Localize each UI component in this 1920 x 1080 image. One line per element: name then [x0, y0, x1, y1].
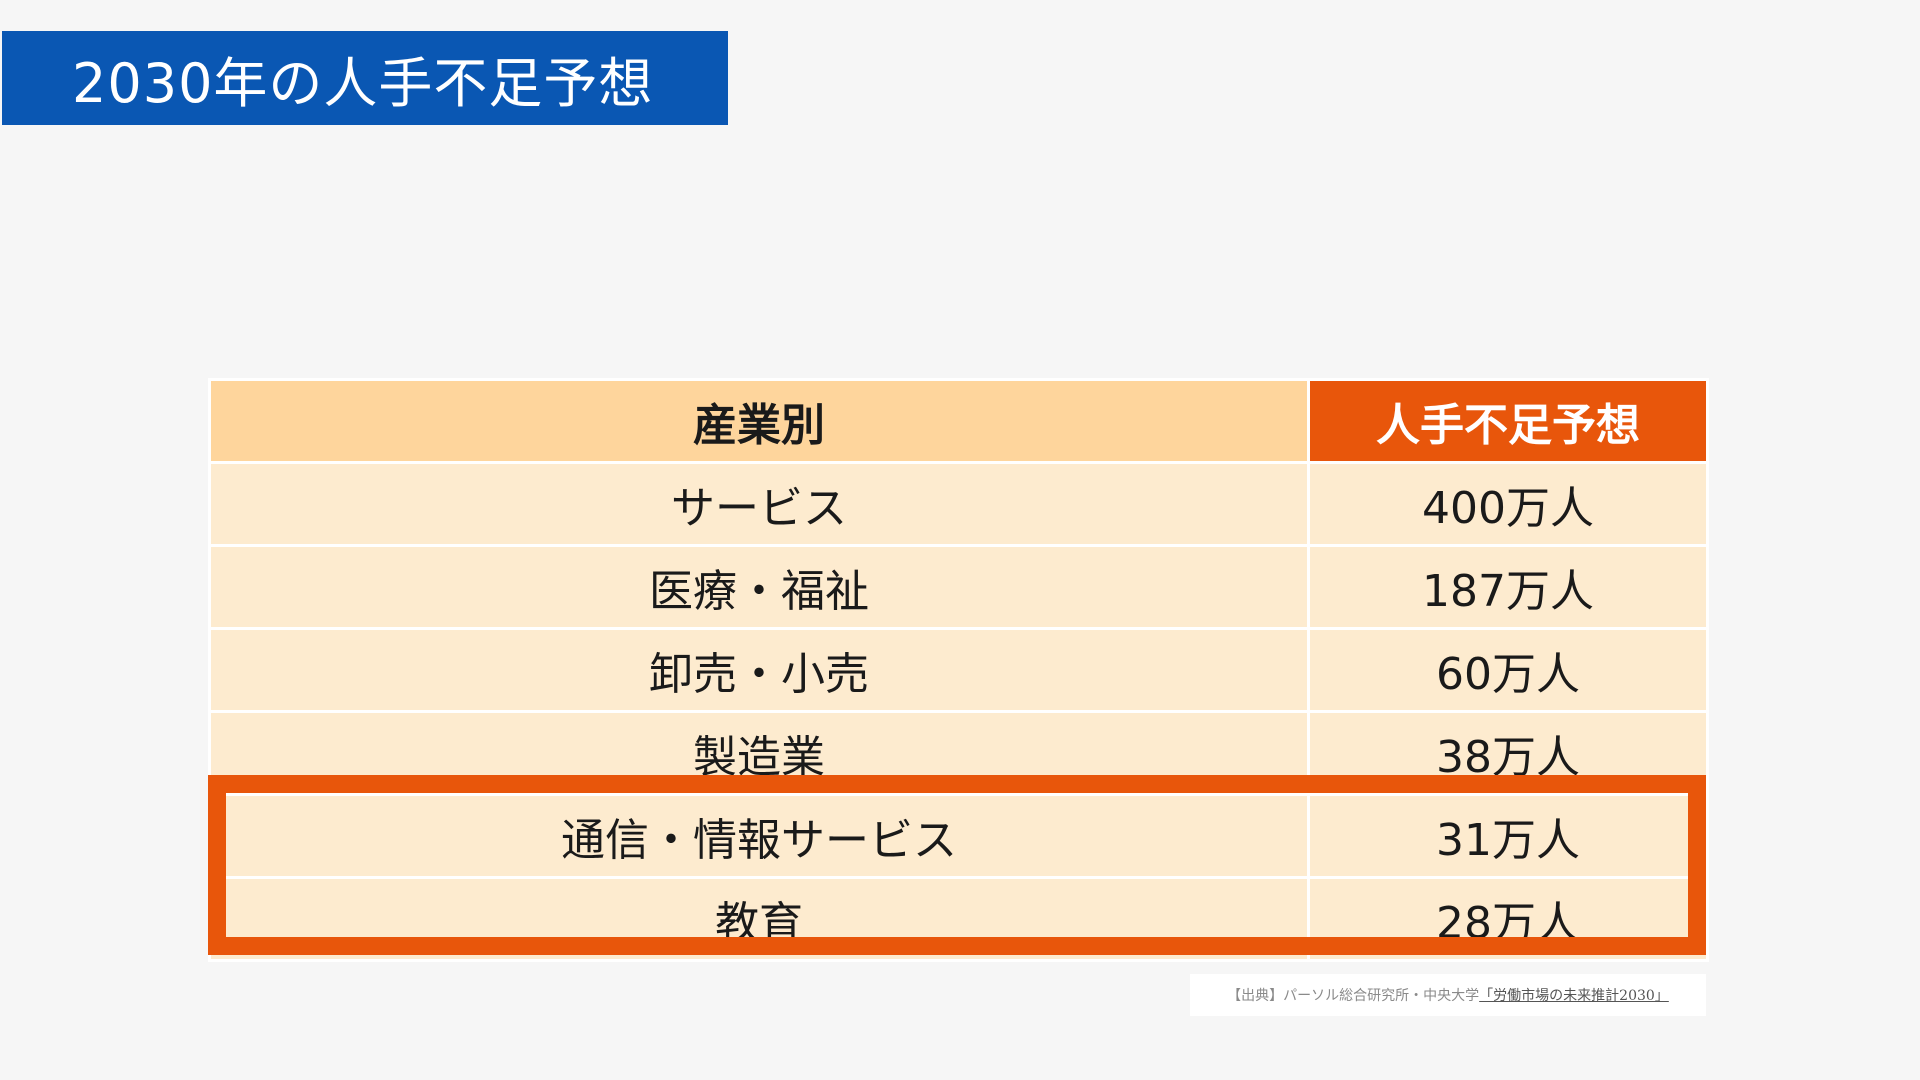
industry-cell: 製造業 — [208, 710, 1310, 796]
shortage-cell: 400万人 — [1307, 461, 1709, 547]
shortage-cell: 31万人 — [1307, 793, 1709, 879]
table-header-row: 産業別 人手不足予想 — [208, 378, 1709, 464]
table-row: サービス 400万人 — [208, 461, 1709, 547]
table-row: 製造業 38万人 — [208, 710, 1709, 796]
table-row: 通信・情報サービス 31万人 — [208, 793, 1709, 879]
slide-title-banner: 2030年の人手不足予想 — [2, 31, 728, 125]
industry-cell: 通信・情報サービス — [208, 793, 1310, 879]
industry-cell: 教育 — [208, 876, 1310, 962]
source-citation: 【出典】パーソル総合研究所・中央大学 「労働市場の未来推計2030」 — [1190, 974, 1706, 1016]
shortage-cell: 28万人 — [1307, 876, 1709, 962]
source-link[interactable]: 「労働市場の未来推計2030」 — [1479, 988, 1669, 1004]
table-row: 医療・福祉 187万人 — [208, 544, 1709, 630]
industry-cell: 卸売・小売 — [208, 627, 1310, 713]
column-header-industry: 産業別 — [208, 378, 1310, 464]
source-prefix: 【出典】パーソル総合研究所・中央大学 — [1227, 988, 1480, 1004]
industry-cell: サービス — [208, 461, 1310, 547]
column-header-shortage: 人手不足予想 — [1307, 378, 1709, 464]
shortage-cell: 60万人 — [1307, 627, 1709, 713]
slide-title: 2030年の人手不足予想 — [72, 51, 654, 115]
shortage-table: 産業別 人手不足予想 サービス 400万人 医療・福祉 187万人 卸売・小売 … — [208, 378, 1709, 962]
shortage-cell: 187万人 — [1307, 544, 1709, 630]
shortage-table-container: 産業別 人手不足予想 サービス 400万人 医療・福祉 187万人 卸売・小売 … — [208, 378, 1709, 962]
table-row: 卸売・小売 60万人 — [208, 627, 1709, 713]
table-row: 教育 28万人 — [208, 876, 1709, 962]
industry-cell: 医療・福祉 — [208, 544, 1310, 630]
shortage-cell: 38万人 — [1307, 710, 1709, 796]
